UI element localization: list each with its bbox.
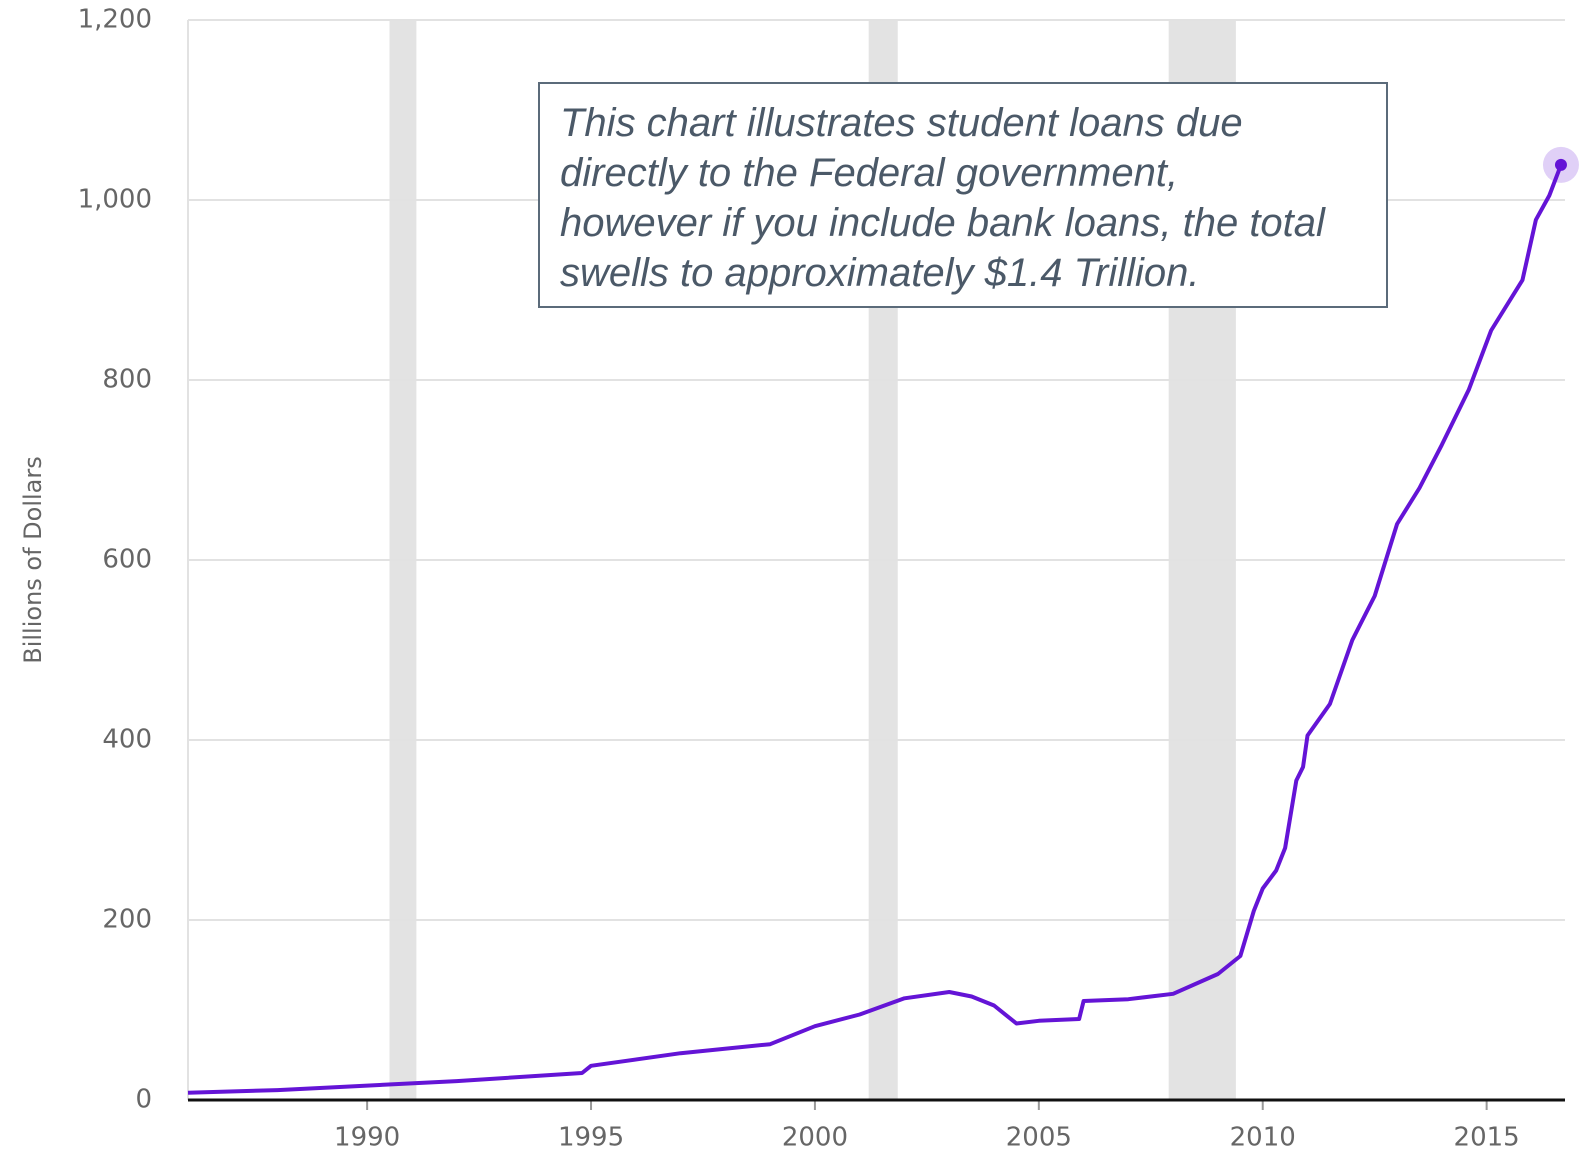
y-tick-label: 0 [135,1085,152,1115]
y-tick-label: 1,200 [78,5,152,35]
end-point [1554,158,1567,171]
annotation-line: swells to approximately $1.4 Trillion. [560,251,1200,295]
x-tick-label: 2015 [1454,1123,1520,1153]
annotation-line: however if you include bank loans, the t… [560,201,1325,245]
series-line [187,164,1563,1095]
x-tick-label: 1990 [334,1123,400,1153]
y-tick-label: 600 [102,545,152,575]
y-tick-label: 200 [102,905,152,935]
x-tick-label: 2010 [1230,1123,1296,1153]
annotation-line: This chart illustrates student loans due [560,101,1243,145]
y-tick-label: 1,000 [78,185,152,215]
y-axis-label: Billions of Dollars [19,456,47,664]
annotation-line: directly to the Federal government, [560,151,1179,195]
x-tick-label: 2005 [1006,1123,1072,1153]
y-tick-label: 400 [102,725,152,755]
x-tick-label: 2000 [782,1123,848,1153]
y-tick-label: 800 [102,365,152,395]
x-tick-label: 1995 [558,1123,624,1153]
annotation: This chart illustrates student loans due… [538,82,1388,308]
